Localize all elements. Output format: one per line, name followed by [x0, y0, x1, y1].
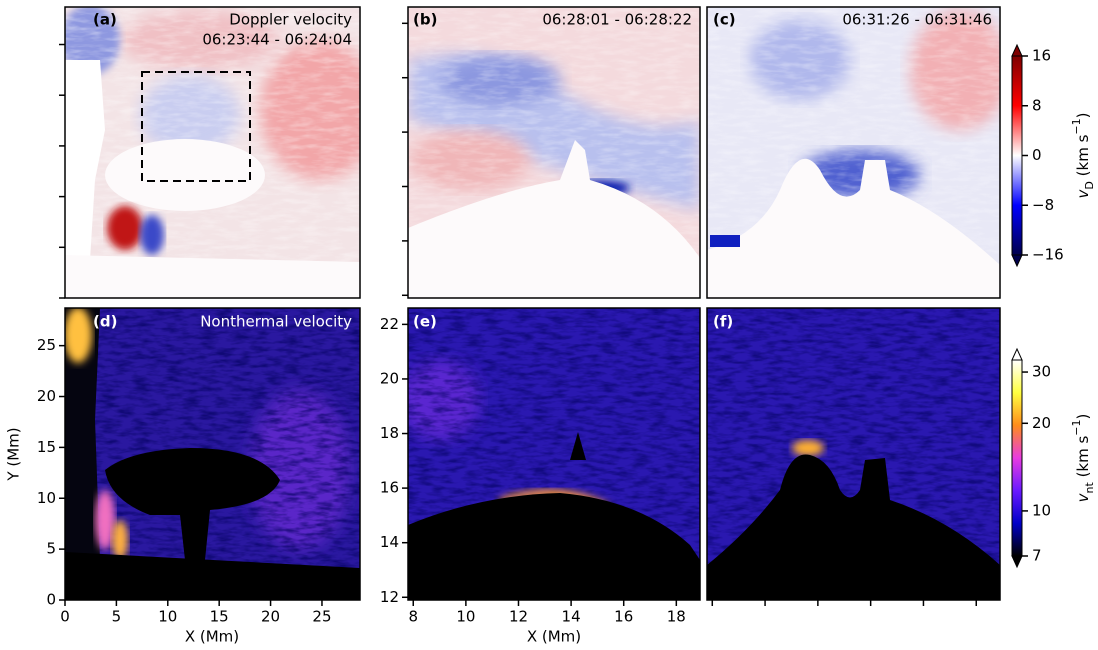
- x-tick-label: 16: [614, 608, 633, 626]
- colorbar-extend: [1011, 254, 1023, 268]
- label-sub: nt: [1083, 482, 1096, 494]
- colorbar-label: vD (km s−1): [1070, 113, 1096, 199]
- label-sup: −1: [1070, 419, 1083, 435]
- colorbar-extend: [1011, 555, 1023, 569]
- x-axis-label: X (Mm): [527, 628, 581, 646]
- x-tick-label: 18: [667, 608, 686, 626]
- colorbar-extend: [1011, 347, 1023, 361]
- y-tick-label: 15: [37, 438, 56, 456]
- colorbar-tick-label: 10: [1032, 501, 1051, 519]
- x-tick-label: 10: [456, 608, 475, 626]
- nonthermal-image-e: [408, 308, 700, 600]
- colorbar-tick-label: −16: [1032, 246, 1064, 264]
- colorbar-tick-label: 0: [1032, 146, 1042, 164]
- x-axis-label: X (Mm): [185, 628, 239, 646]
- y-tick-label: 5: [46, 540, 56, 558]
- colorbar: [1011, 359, 1023, 557]
- label-symbol: v: [1074, 492, 1092, 502]
- y-tick-label: 10: [37, 489, 56, 507]
- y-axis-label: Y (Mm): [5, 427, 23, 481]
- panel-time: 06:28:01 - 06:28:22: [542, 11, 692, 29]
- doppler-image-c: [707, 7, 1000, 298]
- panel-label: (a): [93, 11, 117, 29]
- panel-title: Nonthermal velocity: [200, 313, 352, 331]
- label-sup: −1: [1070, 118, 1083, 134]
- y-tick-label: 22: [380, 315, 399, 333]
- panel-label: (d): [93, 313, 117, 331]
- label-unit: (km s: [1074, 436, 1092, 483]
- y-tick-label: 25: [37, 336, 56, 354]
- panel-label: (f): [713, 313, 733, 331]
- panel-label: (c): [713, 11, 736, 29]
- colorbar: [1011, 55, 1023, 256]
- colorbar-extend: [1011, 43, 1023, 57]
- colorbar-label: vnt (km s−1): [1070, 414, 1096, 503]
- x-tick-label: 20: [261, 608, 280, 626]
- x-tick-label: 8: [408, 608, 418, 626]
- label-sub: D: [1083, 181, 1096, 189]
- label-close: ): [1074, 113, 1092, 119]
- x-tick-label: 25: [312, 608, 331, 626]
- label-symbol: v: [1074, 188, 1092, 198]
- panel-title: Doppler velocity: [229, 11, 352, 29]
- x-tick-label: 14: [562, 608, 581, 626]
- colorbar-tick-label: 7: [1032, 547, 1042, 565]
- doppler-image-b: [408, 7, 700, 298]
- panel-label: (b): [413, 11, 437, 29]
- y-tick-label: 12: [380, 588, 399, 606]
- label-close: ): [1074, 414, 1092, 420]
- y-tick-label: 20: [380, 369, 399, 387]
- label-unit: (km s: [1074, 134, 1092, 181]
- x-tick-label: 0: [60, 608, 70, 626]
- colorbar-tick-label: 20: [1032, 414, 1051, 432]
- colorbar-tick-label: 30: [1032, 363, 1051, 381]
- colorbar-tick-label: 16: [1032, 47, 1051, 65]
- y-tick-label: 14: [380, 533, 399, 551]
- y-tick-label: 0: [46, 591, 56, 609]
- colorbar-tick-label: 8: [1032, 96, 1042, 114]
- y-tick-label: 16: [380, 479, 399, 497]
- x-tick-label: 15: [210, 608, 229, 626]
- panel-label: (e): [413, 313, 437, 331]
- y-tick-label: 20: [37, 387, 56, 405]
- nonthermal-image-f: [707, 308, 1000, 600]
- x-tick-label: 10: [158, 608, 177, 626]
- x-tick-label: 5: [112, 608, 122, 626]
- panel-frames: [64, 6, 1001, 601]
- panel-time: 06:31:26 - 06:31:46: [842, 11, 992, 29]
- panel-time: 06:23:44 - 06:24:04: [202, 31, 352, 49]
- doppler-image-a: [65, 7, 360, 298]
- colorbar-tick-label: −8: [1032, 196, 1054, 214]
- x-tick-label: 12: [509, 608, 528, 626]
- nonthermal-image-d: [65, 308, 360, 600]
- y-tick-label: 18: [380, 424, 399, 442]
